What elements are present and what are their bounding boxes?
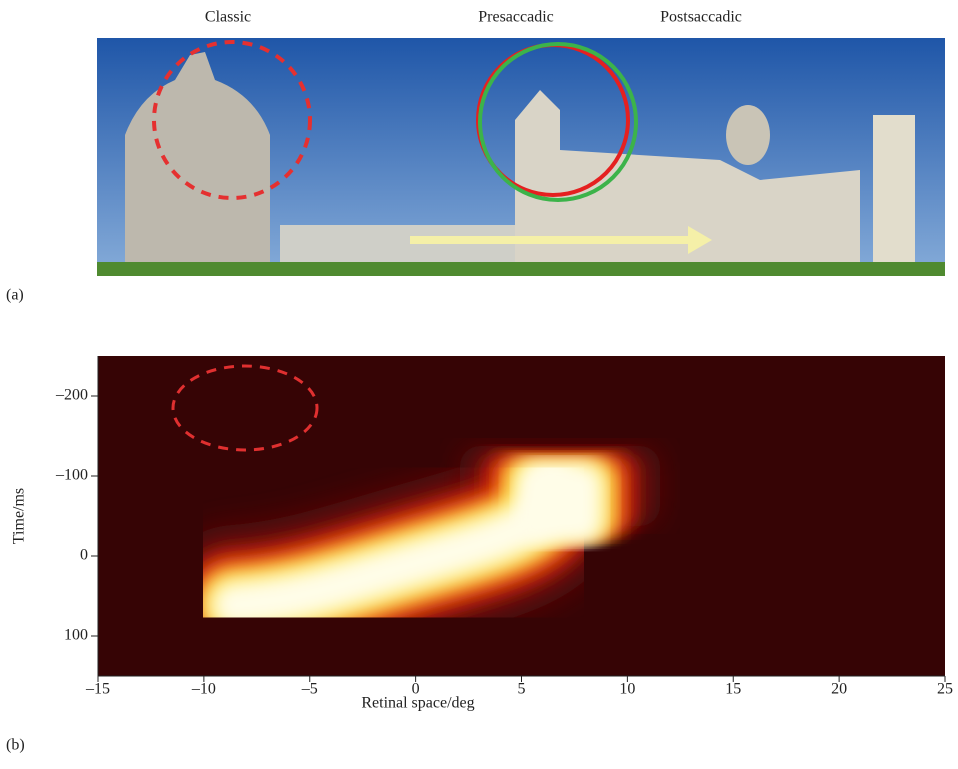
label-classic: Classic xyxy=(205,9,251,26)
x-tick-label: 5 xyxy=(518,681,526,698)
y-tick-label: 0 xyxy=(80,547,88,564)
y-axis-label: Time/ms xyxy=(11,488,28,544)
panel-tag: (b) xyxy=(6,737,25,754)
y-tick-label: –100 xyxy=(55,467,88,484)
label-presaccadic: Presaccadic xyxy=(478,9,554,26)
dashed-ellipse xyxy=(171,364,319,452)
panel-tag: (a) xyxy=(6,287,24,304)
x-tick-label: 20 xyxy=(831,681,847,698)
heat-band xyxy=(518,463,602,544)
x-tick-label: –15 xyxy=(85,681,110,698)
photo xyxy=(97,38,945,276)
x-tick-label: –5 xyxy=(301,681,318,698)
label-postsaccadic: Postsaccadic xyxy=(660,9,742,26)
y-tick-label: –200 xyxy=(55,387,88,404)
x-tick-label: 10 xyxy=(619,681,635,698)
x-axis-label: Retinal space/deg xyxy=(361,695,474,712)
x-tick-label: 0 xyxy=(412,681,420,698)
y-tick-label: 100 xyxy=(64,627,88,644)
heatmap xyxy=(98,356,945,685)
x-tick-label: –10 xyxy=(191,681,216,698)
x-tick-label: 15 xyxy=(725,681,741,698)
x-tick-label: 25 xyxy=(937,681,953,698)
